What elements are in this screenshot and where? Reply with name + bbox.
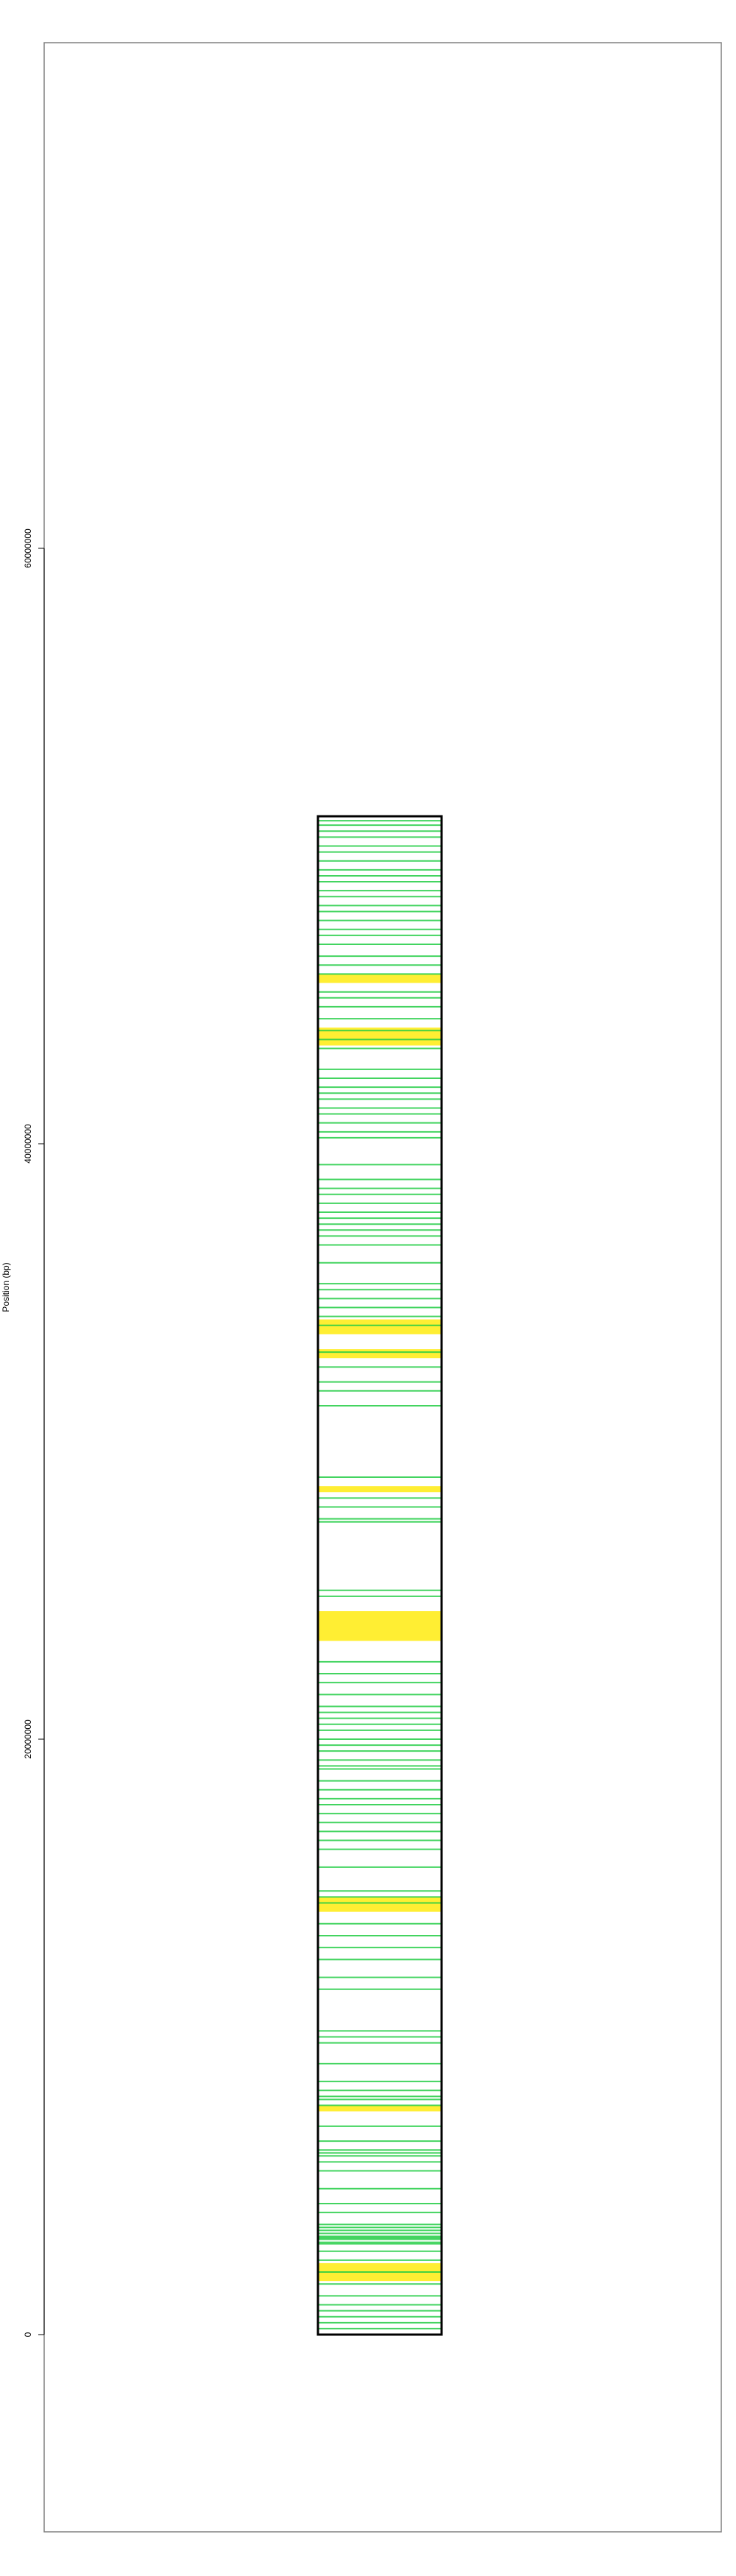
chromosome: [316, 815, 443, 2336]
y-axis: 0 20000000 40000000 60000000: [23, 528, 45, 2337]
chromosome-outline: [316, 815, 443, 2336]
plot-frame: [43, 42, 722, 2533]
yellow-band: [318, 1486, 442, 1493]
y-tick-label-2: 40000000: [23, 1124, 33, 1164]
yellow-band: [318, 1349, 442, 1359]
feature-marks: [318, 820, 442, 2329]
y-tick-1: 20000000: [23, 1719, 44, 1759]
yellow-band: [318, 1897, 442, 1912]
y-tick-label-3: 60000000: [23, 528, 33, 568]
y-tick-label-0: 0: [23, 2332, 33, 2337]
y-tick-2: 40000000: [23, 1124, 44, 1164]
y-tick-3: 60000000: [23, 528, 44, 568]
yellow-band: [318, 1319, 442, 1334]
yellow-band: [318, 1611, 442, 1641]
y-tick-0: 0: [23, 2332, 44, 2337]
yellow-band: [318, 974, 442, 983]
yellow-band: [318, 2105, 442, 2112]
y-axis-label: Position (bp): [1, 1262, 11, 1312]
y-tick-label-1: 20000000: [23, 1719, 33, 1759]
